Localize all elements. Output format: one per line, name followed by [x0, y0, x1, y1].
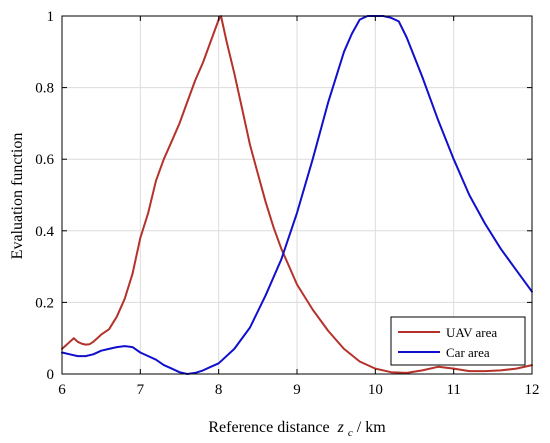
- ticks: 6 7 8 9 10 11 12 0 0.2 0.4 0.6 0.8 1: [35, 9, 539, 398]
- x-tick-label: 7: [137, 382, 145, 398]
- y-tick-label: 0.2: [35, 295, 54, 311]
- x-axis-label-var: z: [337, 419, 345, 436]
- x-axis-label-text: Reference distance: [208, 419, 329, 436]
- x-axis-label-unit: / km: [357, 419, 386, 436]
- x-tick-label: 6: [58, 382, 66, 398]
- x-tick-label: 9: [293, 382, 301, 398]
- x-axis-label: Reference distance z c / km: [208, 419, 386, 440]
- x-tick-label: 8: [215, 382, 223, 398]
- x-tick-label: 10: [368, 382, 383, 398]
- series-layer: [61, 15, 533, 375]
- legend-label-car: Car area: [446, 345, 490, 360]
- y-axis-label: Evaluation function: [9, 133, 26, 260]
- x-tick-label: 12: [525, 382, 540, 398]
- x-tick-label: 11: [446, 382, 460, 398]
- x-axis-label-sub: c: [348, 427, 353, 439]
- legend-label-uav: UAV area: [446, 325, 497, 340]
- y-tick-label: 1: [47, 9, 55, 25]
- y-tick-label: 0.4: [35, 224, 54, 240]
- series-line-car: [61, 15, 533, 375]
- y-tick-label: 0: [47, 367, 55, 383]
- legend: UAV area Car area: [390, 316, 526, 366]
- y-tick-label: 0.8: [35, 81, 54, 97]
- y-tick-label: 0.6: [35, 152, 54, 168]
- series-line-uav: [61, 15, 533, 374]
- legend-box: [390, 316, 526, 366]
